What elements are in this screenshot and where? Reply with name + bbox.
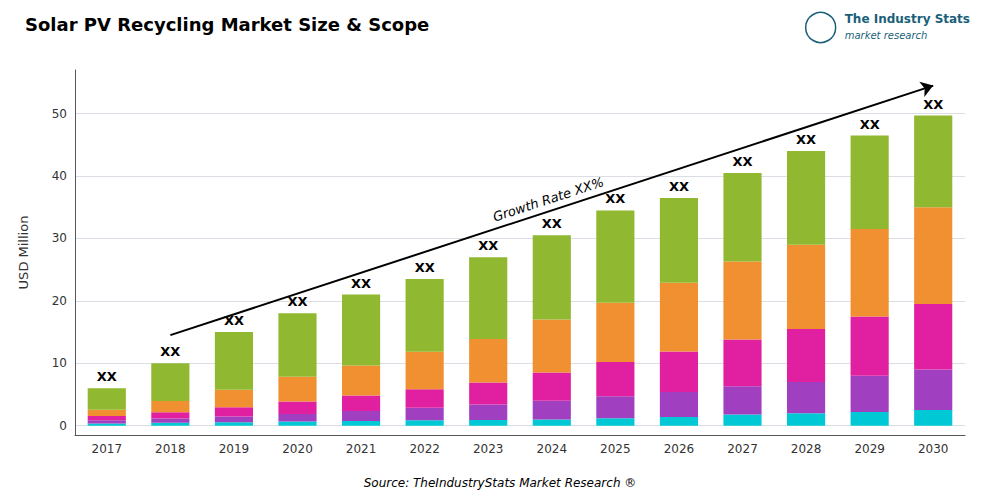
svg-text:2023: 2023 [473,442,504,456]
svg-text:2021: 2021 [346,442,377,456]
svg-text:XX: XX [223,313,244,329]
svg-text:40: 40 [52,169,67,183]
svg-text:10: 10 [52,356,67,370]
svg-text:30: 30 [52,231,67,245]
svg-text:Source: TheIndustryStats Marke: Source: TheIndustryStats Market Research… [364,476,637,490]
svg-text:XX: XX [605,191,625,206]
svg-text:market research: market research [845,30,928,41]
svg-text:XX: XX [97,369,117,384]
svg-text:XX: XX [415,260,435,275]
svg-text:XX: XX [923,97,943,112]
svg-text:XX: XX [860,117,880,132]
svg-text:50: 50 [52,107,67,121]
svg-text:2030: 2030 [918,442,949,456]
svg-text:XX: XX [669,179,689,194]
svg-text:Growth Rate XX%: Growth Rate XX% [491,174,606,224]
svg-text:2022: 2022 [409,442,440,456]
svg-text:2029: 2029 [854,442,885,456]
svg-text:XX: XX [160,344,180,359]
svg-text:Solar PV Recycling Market Size: Solar PV Recycling Market Size & Scope [25,14,429,35]
svg-text:2019: 2019 [219,442,250,456]
svg-text:20: 20 [52,294,67,308]
svg-text:2025: 2025 [600,442,631,456]
svg-text:2020: 2020 [282,442,313,456]
svg-text:2028: 2028 [791,442,822,456]
svg-text:XX: XX [732,154,752,169]
svg-text:XX: XX [542,216,562,231]
svg-text:XX: XX [796,132,816,147]
svg-text:2027: 2027 [727,442,758,456]
svg-text:XX: XX [287,294,308,310]
svg-text:USD Million: USD Million [16,216,31,290]
svg-text:XX: XX [478,238,498,253]
svg-text:XX: XX [351,276,371,291]
svg-text:The Industry Stats: The Industry Stats [845,12,970,26]
svg-text:0: 0 [59,419,67,433]
svg-text:2024: 2024 [537,442,568,456]
svg-text:2017: 2017 [92,442,123,456]
svg-text:2018: 2018 [155,442,186,456]
svg-text:2026: 2026 [664,442,695,456]
